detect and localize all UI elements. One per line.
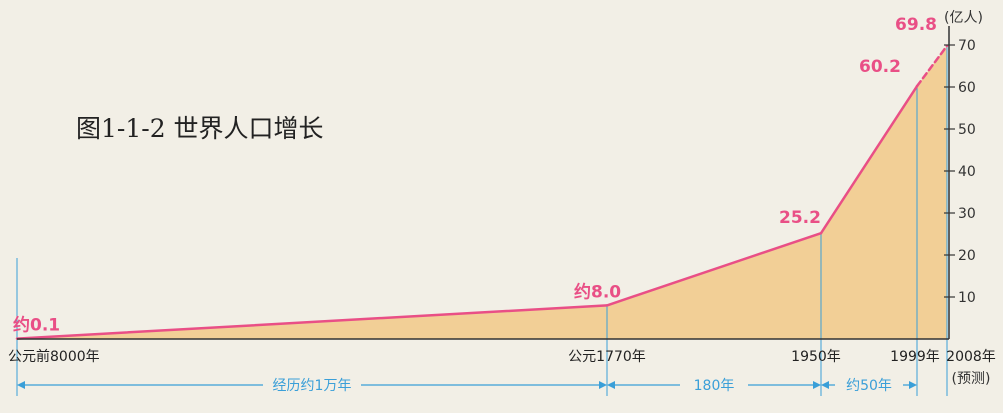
span-label: 180年 [694,378,735,394]
population-line-segment [15,304,609,340]
span-arrow-right [599,381,607,389]
x-axis-year-label: 1950年 [791,349,841,365]
y-tick-label: 40 [958,164,976,180]
span-arrow-left [607,381,615,389]
span-arrow-right [813,381,821,389]
data-value-label: 60.2 [859,57,901,77]
span-label-bg [835,376,903,394]
y-tick-label: 20 [958,248,976,264]
y-tick-label: 70 [958,38,976,54]
y-tick-label: 50 [958,122,976,138]
x-axis-year-label: 公元1770年 [568,349,646,365]
span-label-bg [680,376,748,394]
data-value-label: 约0.1 [13,315,60,336]
x-axis-year-label: 公元前8000年 [8,348,100,365]
span-label-bg [263,376,361,394]
population-line-segment [605,231,823,307]
span-label: 经历约1万年 [273,378,352,394]
data-value-label: 69.8 [895,15,937,35]
population-line-segment [819,84,919,235]
projection-note: (预测) [952,371,991,387]
x-axis-year-label: 1999年 [890,349,940,365]
span-arrow-left [17,381,25,389]
span-label: 约50年 [846,378,892,394]
y-axis-unit: (亿人) [944,10,983,26]
y-tick-label: 60 [958,80,976,96]
span-arrow-left [821,381,829,389]
data-value-label: 约8.0 [574,281,621,302]
y-tick-label: 30 [958,206,976,222]
population-line-segment [915,44,949,88]
data-value-label: 25.2 [779,208,821,228]
chart-title: 图1-1-2 世界人口增长 [76,114,324,143]
span-arrow-right [909,381,917,389]
x-axis-year-label: 2008年 [946,349,996,365]
area-fill [17,45,947,340]
y-tick-label: 10 [958,290,976,306]
